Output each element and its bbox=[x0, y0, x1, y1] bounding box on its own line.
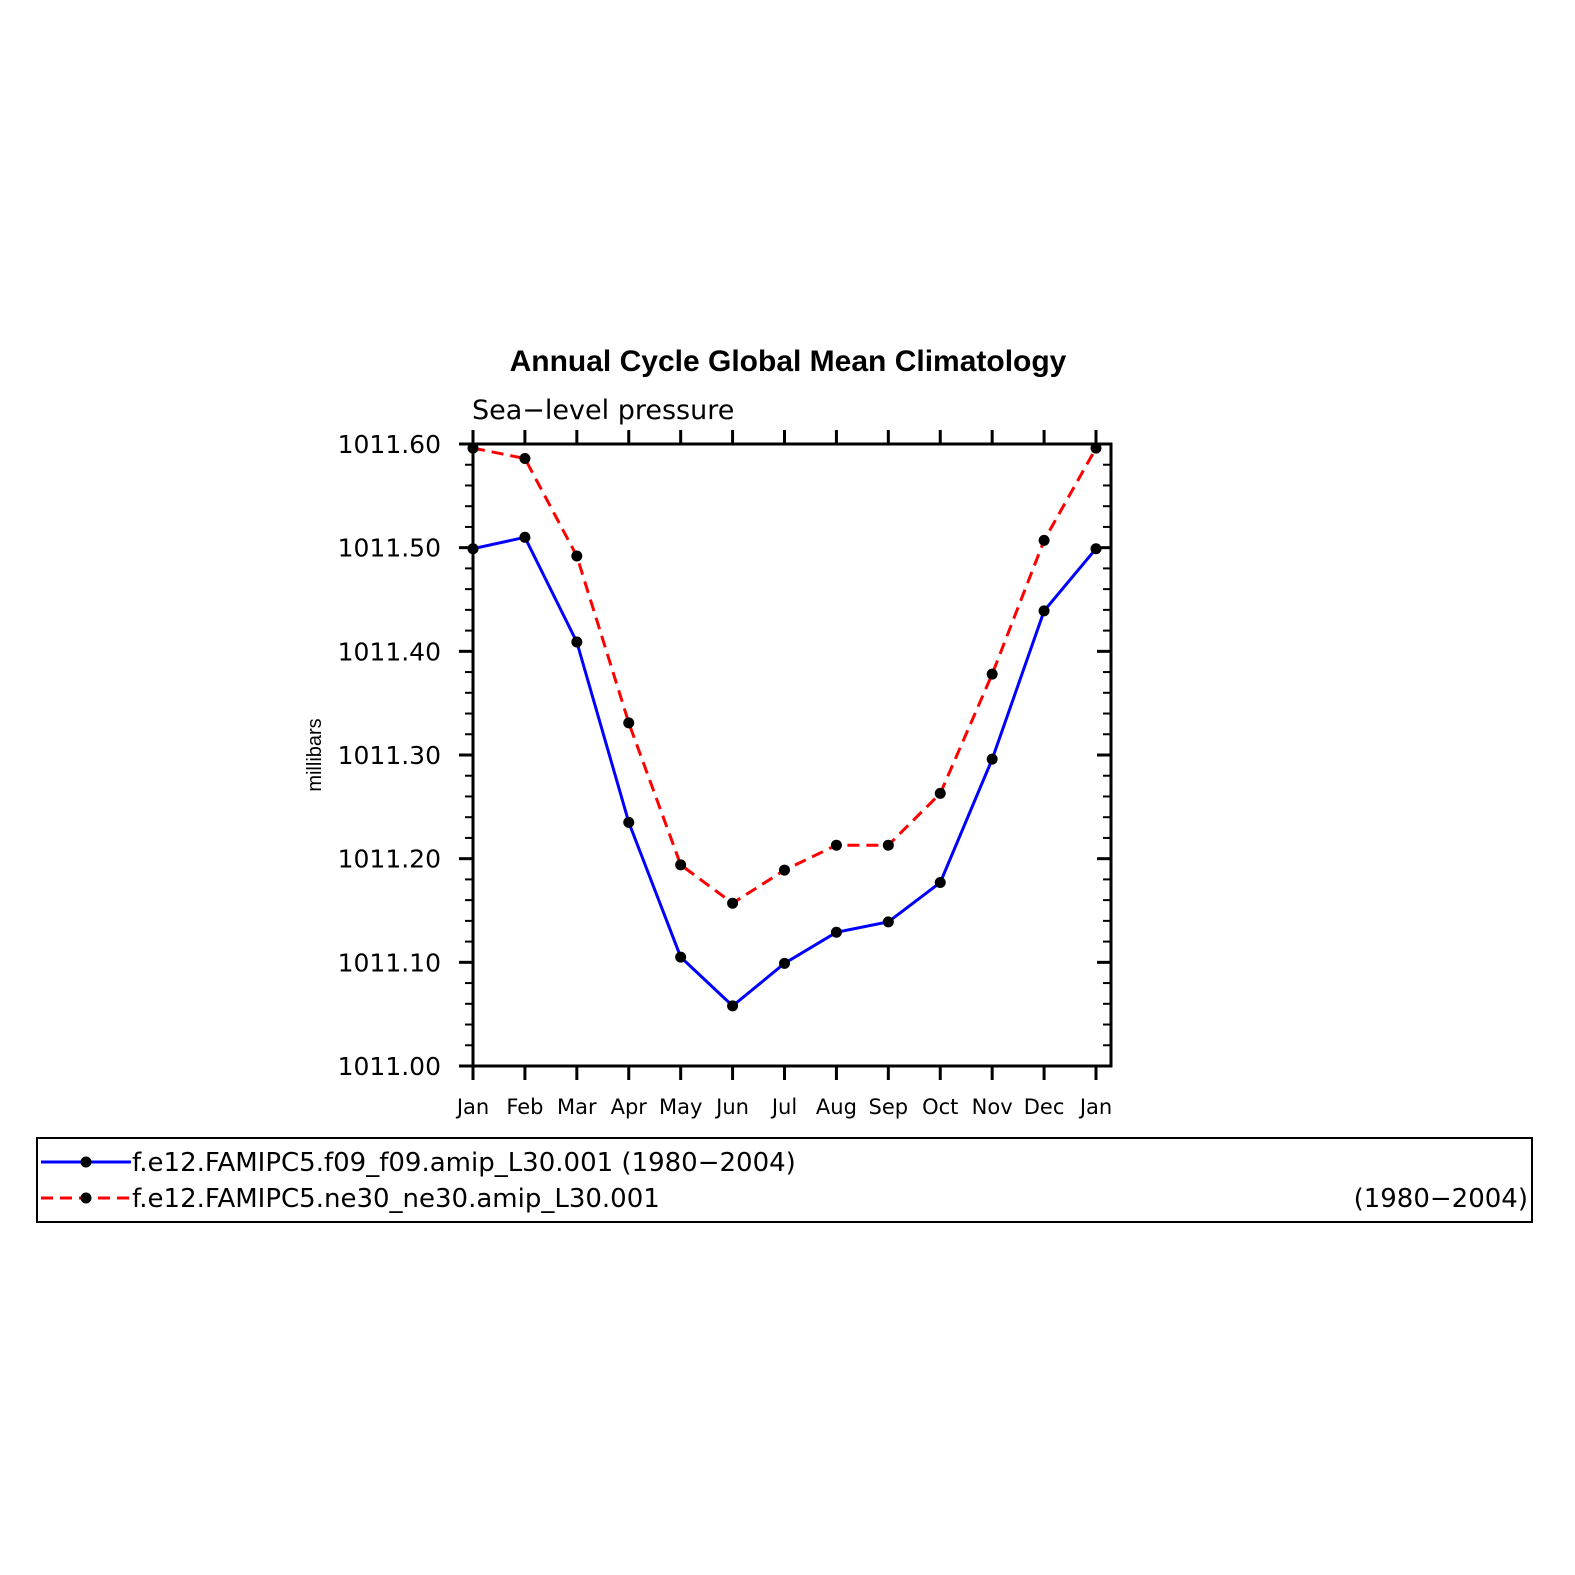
x-tick-label: Sep bbox=[869, 1095, 909, 1119]
legend-label-2: f.e12.FAMIPC5.ne30_ne30.amip_L30.001 bbox=[132, 1184, 660, 1214]
data-point bbox=[934, 877, 946, 889]
chart-title: Annual Cycle Global Mean Climatology bbox=[510, 345, 1067, 378]
x-tick-label: Jan bbox=[455, 1095, 489, 1119]
x-tick-label: Aug bbox=[816, 1095, 857, 1119]
data-point bbox=[623, 717, 635, 729]
data-point bbox=[934, 787, 946, 799]
data-point bbox=[830, 926, 842, 938]
y-tick-label: 1011.30 bbox=[338, 741, 441, 770]
series-lines bbox=[472, 446, 1098, 1008]
data-point bbox=[571, 636, 583, 648]
y-axis-label: millibars bbox=[304, 718, 326, 791]
data-point bbox=[830, 839, 842, 851]
y-tick-label: 1011.10 bbox=[338, 948, 441, 977]
x-tick-label: Dec bbox=[1024, 1095, 1065, 1119]
y-tick-label: 1011.50 bbox=[338, 534, 441, 563]
data-point bbox=[467, 442, 479, 454]
x-tick-label: Nov bbox=[972, 1095, 1013, 1119]
legend: f.e12.FAMIPC5.f09_f09.amip_L30.001 (1980… bbox=[36, 1137, 1533, 1223]
plot-axes bbox=[471, 442, 1113, 1068]
data-point bbox=[467, 543, 479, 555]
data-point bbox=[727, 1000, 739, 1012]
data-point bbox=[986, 753, 998, 765]
plot-frame bbox=[471, 442, 1113, 1068]
legend-period-2: (1980−2004) bbox=[1354, 1184, 1528, 1214]
axis-ticks: Jan Feb Mar Apr May Jun Jul Aug Sep Oct Nov Dec Jan 1… bbox=[338, 430, 1112, 1119]
data-point bbox=[675, 951, 687, 963]
data-point bbox=[882, 839, 894, 851]
data-point bbox=[727, 897, 739, 909]
data-point bbox=[519, 453, 531, 465]
y-tick-label: 1011.60 bbox=[338, 430, 441, 459]
data-point bbox=[675, 859, 687, 871]
data-point bbox=[571, 550, 583, 562]
legend-marker-1 bbox=[80, 1156, 92, 1168]
y-tick-label: 1011.20 bbox=[338, 845, 441, 874]
chart-subtitle: Sea−level pressure bbox=[472, 395, 734, 426]
series-line-2 bbox=[472, 446, 1098, 906]
y-tick-label: 1011.00 bbox=[338, 1052, 441, 1081]
series-line-1 bbox=[472, 535, 1098, 1008]
data-point bbox=[1090, 543, 1102, 555]
x-tick-label: Jul bbox=[770, 1095, 797, 1119]
data-markers bbox=[467, 442, 1102, 1012]
x-tick-label: Oct bbox=[922, 1095, 958, 1119]
legend-box bbox=[36, 1137, 1533, 1223]
data-point bbox=[779, 864, 790, 876]
x-tick-label: Jun bbox=[714, 1095, 749, 1119]
data-point bbox=[986, 668, 998, 680]
data-point bbox=[1090, 442, 1102, 454]
data-point bbox=[779, 957, 790, 969]
x-tick-label: Feb bbox=[506, 1095, 543, 1119]
x-tick-label: Mar bbox=[557, 1095, 597, 1119]
y-tick-label: 1011.40 bbox=[338, 637, 441, 666]
x-tick-label: May bbox=[659, 1095, 702, 1119]
data-point bbox=[1038, 605, 1050, 617]
legend-label-1: f.e12.FAMIPC5.f09_f09.amip_L30.001 (1980… bbox=[132, 1148, 796, 1178]
data-point bbox=[1038, 534, 1050, 546]
legend-marker-2 bbox=[80, 1192, 92, 1204]
x-tick-label: Apr bbox=[611, 1095, 648, 1119]
data-point bbox=[623, 816, 635, 828]
x-tick-label: Jan bbox=[1078, 1095, 1112, 1119]
data-point bbox=[519, 531, 531, 543]
data-point bbox=[882, 916, 894, 928]
